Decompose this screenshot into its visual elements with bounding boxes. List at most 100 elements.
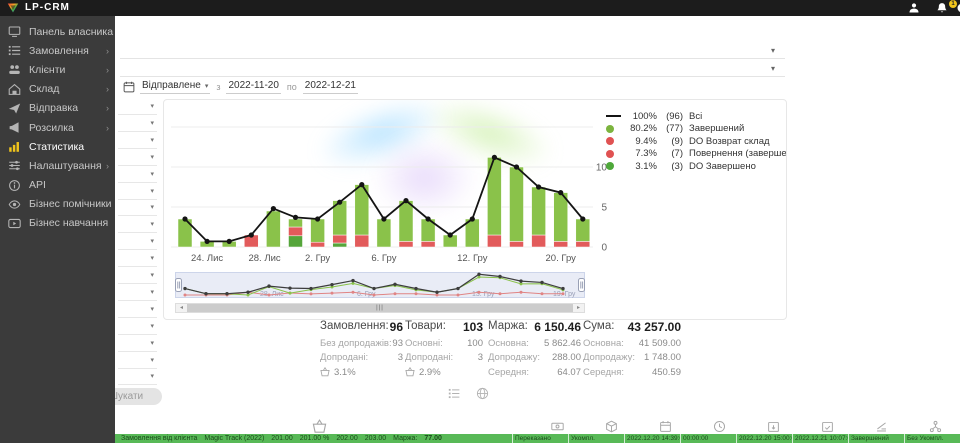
scroll-right-button[interactable]: ▸ xyxy=(573,304,584,312)
bar-segment-green[interactable] xyxy=(575,218,591,242)
table-row[interactable]: Замовлення від клієнта Magic Track (2022… xyxy=(115,434,960,443)
cut-off-icon[interactable] xyxy=(956,2,960,14)
sidebar-item-10[interactable]: Бізнес навчання xyxy=(0,214,115,233)
calendar-check-icon[interactable] xyxy=(821,420,834,433)
side-filter-select[interactable]: ▾ xyxy=(118,98,157,115)
bar-segment-green[interactable] xyxy=(509,166,524,242)
package-icon[interactable] xyxy=(605,420,618,433)
legend-item[interactable]: 100% (96) Всі xyxy=(606,110,786,123)
line-marker[interactable] xyxy=(248,232,254,238)
side-filter-select[interactable]: ▾ xyxy=(118,149,157,166)
bar-segment-green[interactable] xyxy=(553,192,568,242)
chart-lines-icon[interactable] xyxy=(875,420,888,433)
top-filter-select-2[interactable]: ▾ xyxy=(120,62,785,77)
status-dropdown[interactable]: Відправлене ▾ xyxy=(140,80,211,94)
bar-segment-red[interactable] xyxy=(531,234,546,248)
line-marker[interactable] xyxy=(425,216,431,222)
sidebar-item-0[interactable]: Панель власника xyxy=(0,22,115,41)
line-marker[interactable] xyxy=(580,216,586,222)
side-filter-select[interactable]: ▾ xyxy=(118,132,157,149)
network-icon[interactable] xyxy=(929,420,942,433)
sidebar-item-3[interactable]: Склад › xyxy=(0,80,115,99)
navigator-handle[interactable] xyxy=(175,278,182,292)
line-marker[interactable] xyxy=(226,238,232,244)
bar-segment-red[interactable] xyxy=(310,241,325,248)
line-marker[interactable] xyxy=(182,216,188,222)
sidebar-item-7[interactable]: Налаштування › xyxy=(0,156,115,175)
bar-segment-red[interactable] xyxy=(575,241,591,248)
line-marker[interactable] xyxy=(292,214,299,220)
line-marker[interactable] xyxy=(359,182,365,188)
line-marker[interactable] xyxy=(337,199,343,205)
legend-item[interactable]: 9.4% (9) DO Возврат склад xyxy=(606,135,786,148)
bar-segment-red[interactable] xyxy=(398,241,414,248)
scroll-thumb[interactable]: ||| xyxy=(187,304,573,312)
basket-icon[interactable] xyxy=(312,419,327,434)
line-marker[interactable] xyxy=(558,190,564,196)
side-filter-select[interactable]: ▾ xyxy=(118,216,157,234)
bar-segment-red[interactable] xyxy=(354,234,370,248)
date-from-input[interactable]: 2022-11-20 xyxy=(226,80,281,94)
side-filter-select[interactable]: ▾ xyxy=(118,368,157,386)
top-filter-select-1[interactable]: ▾ xyxy=(120,44,785,59)
side-filter-select[interactable]: ▾ xyxy=(118,318,157,335)
side-filter-select[interactable]: ▾ xyxy=(118,166,157,183)
side-filter-select[interactable]: ▾ xyxy=(118,183,157,200)
line-marker[interactable] xyxy=(447,232,453,238)
bar-segment-green[interactable] xyxy=(288,218,303,228)
calendar-icon[interactable] xyxy=(659,420,672,433)
bar-segment-green[interactable] xyxy=(398,200,414,242)
bar-segment-green[interactable] xyxy=(376,218,392,248)
legend-item[interactable]: 7.3% (7) Повернення (завершений) xyxy=(606,148,786,161)
side-filter-select[interactable]: ▾ xyxy=(118,250,157,268)
bell-icon[interactable] xyxy=(936,2,948,14)
date-to-input[interactable]: 2022-12-21 xyxy=(302,80,358,94)
sidebar-item-2[interactable]: Клієнти › xyxy=(0,60,115,79)
bar-segment-red[interactable] xyxy=(509,241,524,248)
clock-icon[interactable] xyxy=(713,420,726,433)
legend-item[interactable]: 3.1% (3) DO Завершено xyxy=(606,160,786,173)
sidebar-item-9[interactable]: Бізнес помічники xyxy=(0,195,115,214)
line-marker[interactable] xyxy=(315,216,321,222)
scroll-left-button[interactable]: ◂ xyxy=(176,304,187,312)
user-icon[interactable] xyxy=(908,2,920,14)
bar-segment-green2[interactable] xyxy=(288,235,303,248)
side-filter-select[interactable]: ▾ xyxy=(118,267,157,284)
sidebar-item-8[interactable]: API xyxy=(0,176,115,195)
sidebar-item-5[interactable]: Розсилка › xyxy=(0,118,115,137)
line-marker[interactable] xyxy=(469,216,475,222)
calendar-down-icon[interactable] xyxy=(767,420,780,433)
side-filter-select[interactable]: ▾ xyxy=(118,199,157,217)
bar-segment-green[interactable] xyxy=(266,210,281,248)
side-filter-select[interactable]: ▾ xyxy=(118,233,157,251)
bar-segment-green2[interactable] xyxy=(332,242,347,248)
side-filter-select[interactable]: ▾ xyxy=(118,335,157,352)
side-filter-select[interactable]: ▾ xyxy=(118,115,157,132)
bar-segment-red[interactable] xyxy=(288,226,303,237)
side-filter-select[interactable]: ▾ xyxy=(118,284,157,301)
sidebar-item-6[interactable]: Статистика xyxy=(0,137,115,156)
navigator-handle[interactable] xyxy=(578,278,585,292)
banknote-icon[interactable] xyxy=(551,420,564,433)
orders-status-chart[interactable]: 0 5 10 24. Лис 28. Лис 2. Гру 6. Гру 12. Гру 20.… xyxy=(169,105,621,267)
line-marker[interactable] xyxy=(403,198,409,204)
sidebar-item-4[interactable]: Відправка › xyxy=(0,99,115,118)
line-marker[interactable] xyxy=(381,216,387,222)
bar-segment-green[interactable] xyxy=(531,186,546,236)
line-marker[interactable] xyxy=(270,206,276,212)
globe-icon[interactable] xyxy=(476,387,489,400)
bar-segment-red[interactable] xyxy=(420,241,436,248)
bar-segment-red[interactable] xyxy=(332,234,347,244)
bar-segment-green[interactable] xyxy=(310,218,325,243)
list-chart-icon[interactable] xyxy=(448,387,461,400)
bar-segment-red[interactable] xyxy=(553,241,568,248)
legend-item[interactable]: 80.2% (77) Завершений xyxy=(606,123,786,136)
sidebar-item-1[interactable]: Замовлення › xyxy=(0,41,115,60)
side-filter-select[interactable]: ▾ xyxy=(118,352,157,369)
side-filter-select[interactable]: ▾ xyxy=(118,301,157,318)
line-marker[interactable] xyxy=(204,238,210,244)
bar-segment-red[interactable] xyxy=(487,234,502,248)
line-marker[interactable] xyxy=(536,184,542,190)
line-marker[interactable] xyxy=(491,154,497,160)
navigator-scrollbar[interactable]: ◂ ||| ▸ xyxy=(175,303,585,313)
